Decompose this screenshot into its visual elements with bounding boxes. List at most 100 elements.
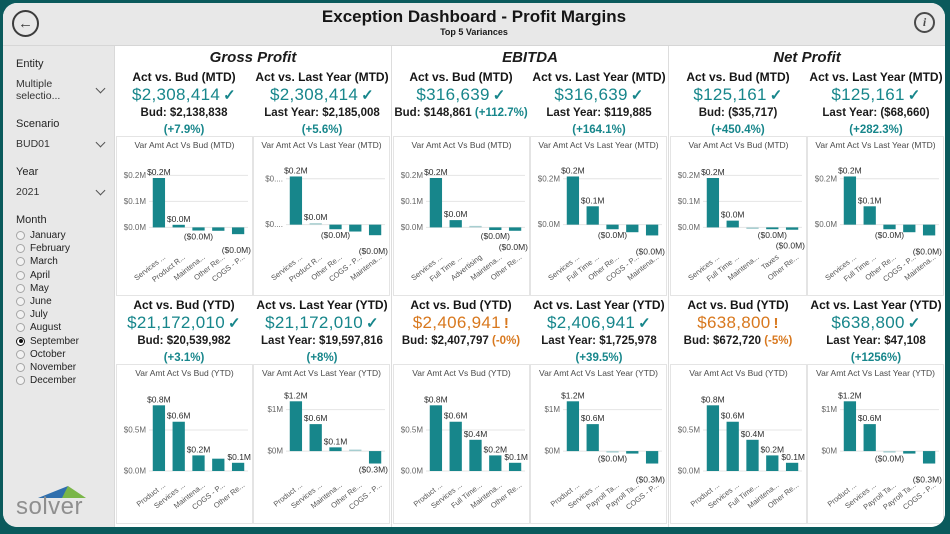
- radio-icon-january[interactable]: [16, 231, 25, 241]
- bar[interactable]: [706, 405, 720, 471]
- radio-icon-december[interactable]: [16, 376, 25, 386]
- month-option-april[interactable]: April: [16, 269, 114, 282]
- bar[interactable]: [368, 224, 382, 236]
- bar[interactable]: [212, 458, 225, 471]
- scenario-dropdown[interactable]: BUD01: [16, 137, 106, 150]
- chart-card-var-amt-act-vs-last-year-mtd[interactable]: Var Amt Act Vs Last Year (MTD) $0.0M $0.2M…: [530, 136, 667, 296]
- month-option-december[interactable]: December: [16, 374, 114, 387]
- bar[interactable]: [746, 439, 759, 471]
- bar[interactable]: [289, 176, 303, 225]
- bar[interactable]: [586, 424, 599, 452]
- radio-icon-may[interactable]: [16, 283, 25, 293]
- month-option-march[interactable]: March: [16, 255, 114, 268]
- chart-card-var-amt-act-vs-last-year-ytd[interactable]: Var Amt Act Vs Last Year (YTD) $0M $1M $1.2…: [807, 364, 944, 524]
- radio-icon-september[interactable]: [16, 336, 25, 346]
- bar[interactable]: [489, 227, 502, 230]
- bar[interactable]: [566, 401, 580, 452]
- bar[interactable]: [152, 405, 166, 471]
- bar[interactable]: [429, 405, 443, 471]
- chart-card-var-amt-act-vs-bud-mtd[interactable]: Var Amt Act Vs Bud (MTD) $0.0M $0.1M $0.2M $…: [393, 136, 530, 296]
- bar[interactable]: [172, 421, 185, 471]
- bar[interactable]: [508, 462, 522, 471]
- bar[interactable]: [883, 451, 896, 453]
- bar[interactable]: [449, 220, 462, 228]
- radio-icon-august[interactable]: [16, 323, 25, 333]
- bar[interactable]: [231, 227, 245, 235]
- bar[interactable]: [508, 227, 522, 231]
- bar[interactable]: [726, 421, 739, 471]
- info-button[interactable]: i: [914, 12, 935, 33]
- chart-card-var-amt-act-vs-last-year-ytd[interactable]: Var Amt Act Vs Last Year (YTD) $0M $1M $1.2…: [253, 364, 390, 524]
- radio-icon-july[interactable]: [16, 310, 25, 320]
- month-option-january[interactable]: January: [16, 229, 114, 242]
- bar[interactable]: [231, 462, 245, 471]
- radio-icon-october[interactable]: [16, 349, 25, 359]
- bar[interactable]: [706, 178, 720, 228]
- bar[interactable]: [645, 451, 659, 464]
- bar[interactable]: [368, 451, 382, 464]
- bar[interactable]: [566, 176, 580, 225]
- bar[interactable]: [489, 455, 502, 471]
- bar[interactable]: [863, 206, 876, 225]
- bar[interactable]: [863, 424, 876, 452]
- chart-card-var-amt-act-vs-bud-ytd[interactable]: Var Amt Act Vs Bud (YTD) $0.0M $0.5M $0.8M P…: [670, 364, 807, 524]
- bar[interactable]: [469, 225, 482, 228]
- entity-dropdown[interactable]: Multiple selectio...: [16, 78, 106, 102]
- bar[interactable]: [309, 223, 322, 225]
- bar[interactable]: [785, 462, 799, 471]
- month-option-may[interactable]: May: [16, 282, 114, 295]
- chart-card-var-amt-act-vs-last-year-mtd[interactable]: Var Amt Act Vs Last Year (MTD) $0.0M $0.2M…: [807, 136, 944, 296]
- chart-card-var-amt-act-vs-bud-mtd[interactable]: Var Amt Act Vs Bud (MTD) $0.0M $0.1M $0.2M $…: [670, 136, 807, 296]
- month-option-july[interactable]: July: [16, 308, 114, 321]
- bar[interactable]: [449, 421, 462, 471]
- month-option-september[interactable]: September: [16, 335, 114, 348]
- bar[interactable]: [922, 224, 936, 236]
- bar[interactable]: [785, 227, 799, 230]
- radio-icon-march[interactable]: [16, 257, 25, 267]
- bar[interactable]: [606, 224, 619, 230]
- bar[interactable]: [843, 401, 857, 452]
- month-option-june[interactable]: June: [16, 295, 114, 308]
- bar[interactable]: [429, 178, 443, 228]
- bar[interactable]: [843, 176, 857, 225]
- bar[interactable]: [469, 439, 482, 471]
- bar[interactable]: [903, 451, 916, 454]
- bar[interactable]: [645, 224, 659, 236]
- bar[interactable]: [212, 227, 225, 231]
- bar[interactable]: [329, 447, 342, 452]
- bar[interactable]: [172, 224, 185, 228]
- bar[interactable]: [626, 451, 639, 454]
- bar[interactable]: [192, 455, 205, 471]
- bar[interactable]: [922, 451, 936, 464]
- radio-icon-february[interactable]: [16, 244, 25, 254]
- bar[interactable]: [726, 220, 739, 228]
- month-option-october[interactable]: October: [16, 348, 114, 361]
- bar[interactable]: [309, 424, 322, 452]
- chart-card-var-amt-act-vs-last-year-ytd[interactable]: Var Amt Act Vs Last Year (YTD) $0M $1M $1.2…: [530, 364, 667, 524]
- month-option-november[interactable]: November: [16, 361, 114, 374]
- chart-card-var-amt-act-vs-last-year-mtd[interactable]: Var Amt Act Vs Last Year (MTD) $0.... $0..…: [253, 136, 390, 296]
- bar[interactable]: [883, 224, 896, 230]
- back-button[interactable]: ←: [12, 10, 39, 37]
- month-option-august[interactable]: August: [16, 321, 114, 334]
- radio-icon-november[interactable]: [16, 362, 25, 372]
- chart-card-var-amt-act-vs-bud-ytd[interactable]: Var Amt Act Vs Bud (YTD) $0.0M $0.5M $0.8M P…: [116, 364, 253, 524]
- bar[interactable]: [586, 206, 599, 225]
- chart-card-var-amt-act-vs-bud-mtd[interactable]: Var Amt Act Vs Bud (MTD) $0.0M $0.1M $0.2M $…: [116, 136, 253, 296]
- bar[interactable]: [349, 449, 362, 452]
- bar[interactable]: [152, 178, 166, 228]
- year-dropdown[interactable]: 2021: [16, 185, 106, 198]
- month-option-february[interactable]: February: [16, 242, 114, 255]
- bar[interactable]: [349, 224, 362, 232]
- bar[interactable]: [192, 227, 205, 231]
- bar[interactable]: [766, 227, 779, 230]
- bar[interactable]: [626, 224, 639, 233]
- bar[interactable]: [766, 455, 779, 471]
- bar[interactable]: [289, 401, 303, 452]
- bar[interactable]: [329, 224, 342, 230]
- bar[interactable]: [606, 451, 619, 453]
- radio-icon-june[interactable]: [16, 297, 25, 307]
- bar[interactable]: [746, 227, 759, 229]
- radio-icon-april[interactable]: [16, 270, 25, 280]
- chart-card-var-amt-act-vs-bud-ytd[interactable]: Var Amt Act Vs Bud (YTD) $0.0M $0.5M $0.8M P…: [393, 364, 530, 524]
